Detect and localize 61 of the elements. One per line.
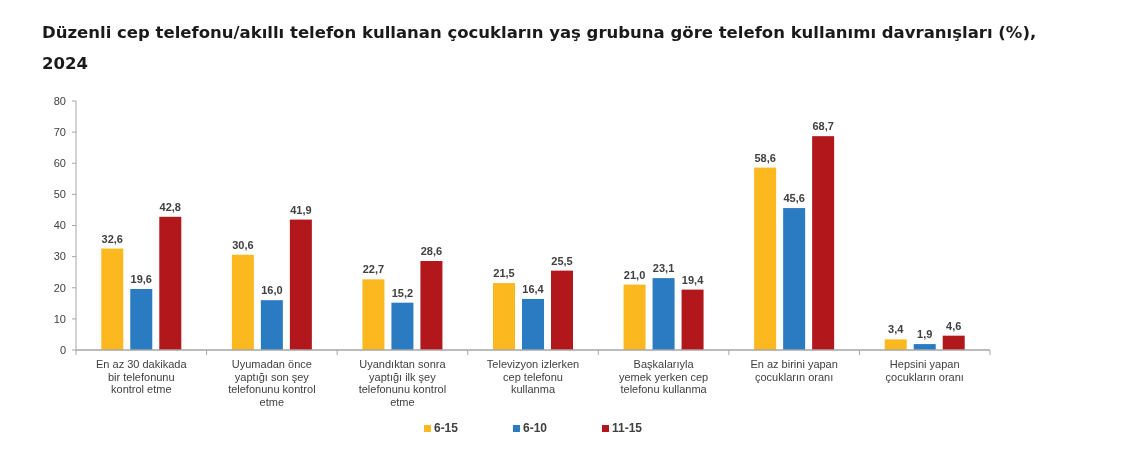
- bar: [812, 136, 835, 350]
- bar: [652, 278, 675, 350]
- y-tick-label: 10: [53, 312, 66, 325]
- bar: [551, 270, 573, 350]
- data-label: 19,4: [681, 273, 705, 286]
- x-tick-label: Hepsini yapan çocukların oranı: [885, 358, 964, 383]
- data-label: 45,6: [783, 192, 805, 205]
- data-label: 16,4: [522, 282, 545, 295]
- chart-title: Düzenli cep telefonu/akıllı telefon kullanan çocukların yaş grubuna göre telefon kullanımı davranışları (%), 2024: [42, 23, 1037, 73]
- x-tick-label: Uyandıktan sonra yaptığı ilk şey telefonunu kontrol etme: [358, 358, 447, 408]
- data-label: 28,6: [420, 244, 443, 257]
- data-label: 4,6: [946, 319, 962, 332]
- bar: [681, 289, 704, 350]
- bar: [522, 298, 544, 350]
- x-tick-label: En az 30 dakikada bir telefonunu kontrol etme: [96, 358, 188, 395]
- x-tick-label: Televizyon izlerken cep telefonu kullanma: [486, 358, 580, 395]
- data-label: 42,8: [159, 200, 181, 213]
- legend-label: 6-10: [522, 421, 548, 435]
- data-label: 58,6: [754, 151, 776, 164]
- data-label: 1,9: [917, 328, 933, 341]
- x-tick-label: Başkalarıyla yemek yerken cep telefonu kullanma: [618, 358, 709, 395]
- bar: [130, 289, 153, 350]
- y-tick-label: 30: [53, 250, 66, 263]
- data-label: 21,5: [493, 267, 515, 280]
- data-label: 30,6: [232, 238, 254, 251]
- data-label: 68,7: [812, 120, 834, 133]
- data-label: 19,6: [130, 272, 152, 285]
- y-tick-label: 70: [53, 125, 66, 138]
- x-tick-label: En az birini yapan çocukların oranı: [750, 358, 838, 383]
- data-label: 23,1: [652, 262, 675, 275]
- bar: [493, 283, 515, 350]
- data-label: 41,9: [290, 203, 312, 216]
- data-label: 16,0: [261, 284, 283, 297]
- bar: [159, 216, 182, 350]
- legend-label: 11-15: [612, 421, 643, 435]
- bar: [623, 284, 646, 350]
- bar: [783, 208, 806, 350]
- bar: [289, 219, 312, 350]
- y-tick-label: 80: [53, 94, 66, 107]
- y-tick-label: 20: [53, 281, 66, 294]
- bar: [754, 167, 777, 350]
- data-label: 3,4: [888, 323, 905, 336]
- bar: [260, 300, 283, 350]
- data-label: 21,0: [623, 268, 646, 281]
- y-tick-label: 0: [59, 343, 66, 356]
- bar: [420, 260, 443, 350]
- y-tick-label: 60: [53, 157, 66, 170]
- data-label: 15,2: [391, 286, 414, 299]
- bar: [391, 302, 414, 350]
- data-label: 25,5: [551, 254, 573, 267]
- data-label: 22,7: [362, 263, 385, 276]
- bar: [884, 339, 907, 350]
- x-tick-label: Uyumadan önce yaptığı son şey telefonunu kontrol etme: [228, 358, 316, 408]
- bar: [362, 279, 385, 350]
- legend-label: 6-15: [433, 421, 459, 435]
- bar: [231, 254, 254, 350]
- data-label: 32,6: [101, 232, 123, 245]
- y-tick-label: 40: [53, 219, 66, 232]
- bar: [942, 335, 965, 350]
- bar: [101, 248, 124, 350]
- y-tick-label: 50: [53, 188, 66, 201]
